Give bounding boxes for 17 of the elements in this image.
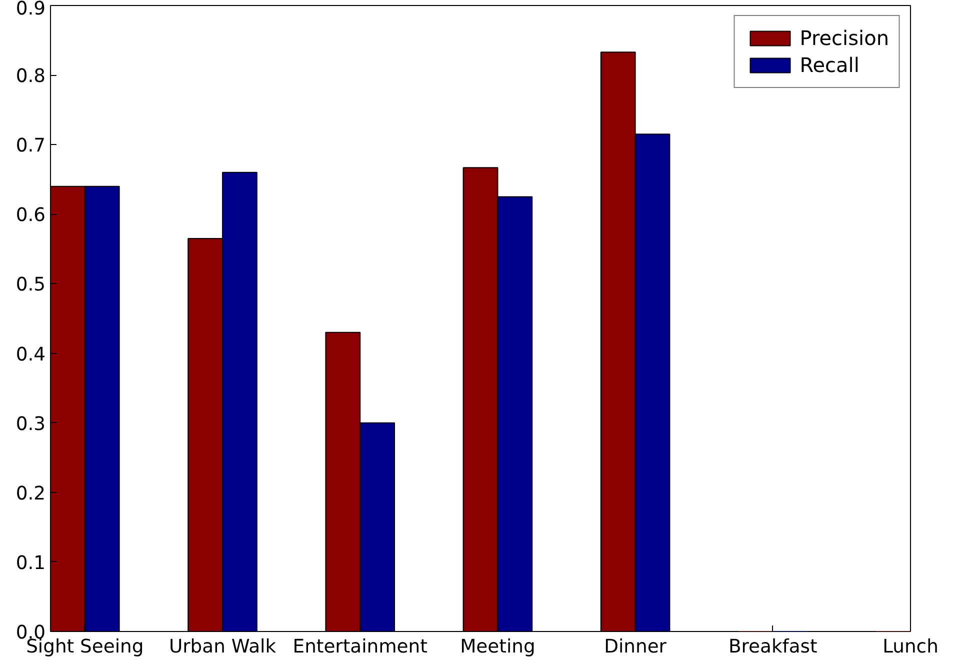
x-tick-label: Dinner [604, 636, 667, 658]
legend-label: Recall [800, 53, 860, 77]
y-tick-label: 0.3 [16, 414, 46, 435]
legend-label: Precision [800, 26, 889, 50]
x-tick-label: Entertainment [292, 636, 428, 658]
x-tick-label: Meeting [460, 636, 536, 658]
y-tick-label: 0.9 [16, 0, 46, 20]
x-tick-label: Breakfast [728, 636, 818, 658]
y-tick-label: 0.5 [16, 274, 46, 296]
y-tick-label: 0.6 [16, 205, 46, 226]
y-tick-label: 0.2 [16, 483, 46, 504]
y-tick-label: 0.1 [16, 552, 46, 574]
x-tick-label: Urban Walk [168, 636, 276, 658]
y-tick-label: 0.8 [16, 66, 46, 88]
x-tick-label: Lunch [882, 636, 938, 658]
y-tick-label: 0.7 [16, 136, 46, 157]
y-tick-label: 0.4 [16, 344, 46, 366]
